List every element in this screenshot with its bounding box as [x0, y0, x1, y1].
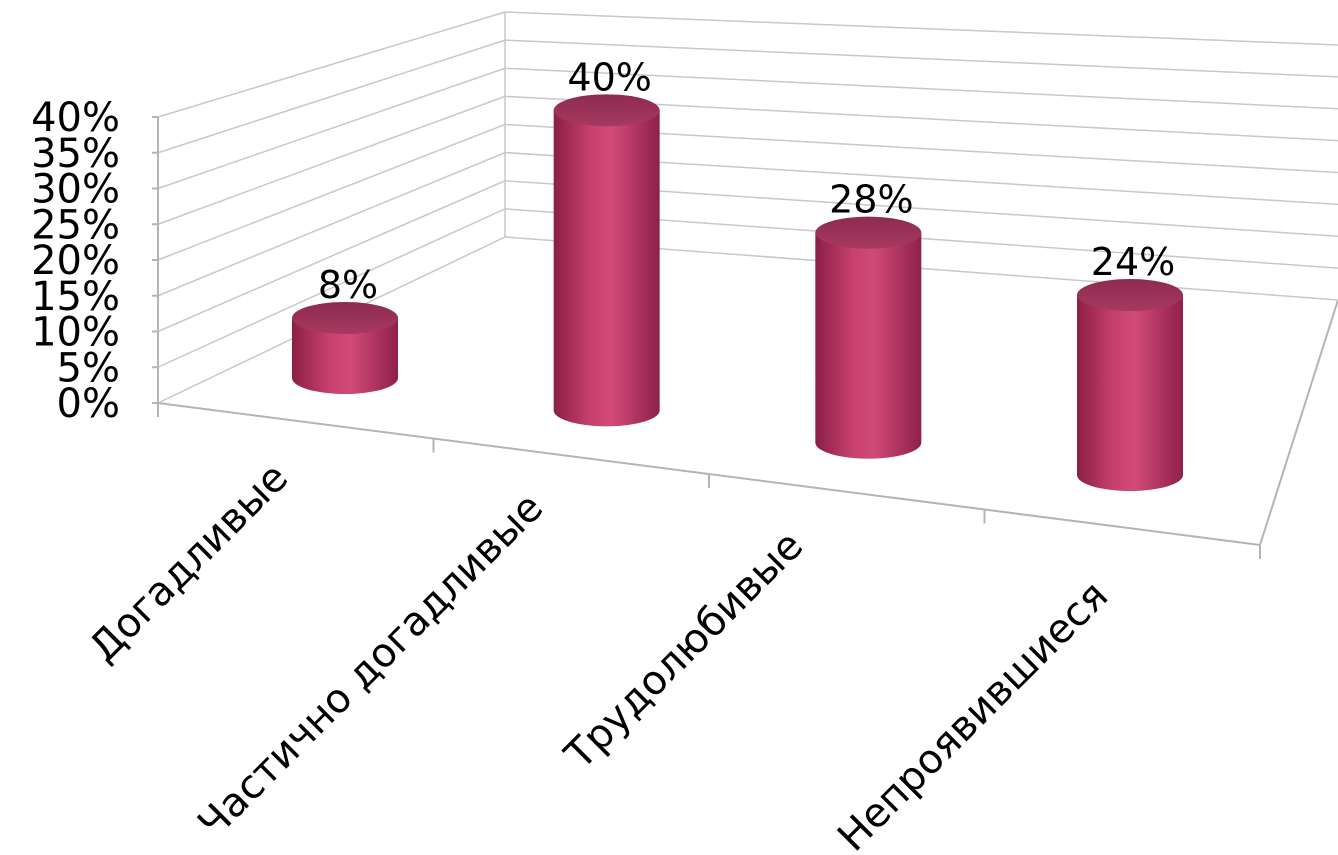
bar: [553, 94, 660, 427]
bar: [292, 302, 398, 394]
x-axis-ticks: [157, 403, 1261, 559]
bars: [292, 94, 1183, 491]
gridline: [157, 67, 1338, 190]
y-tick-label: 20%: [31, 238, 120, 284]
y-axis-ticks: 0%5%10%15%20%25%30%35%40%: [31, 95, 158, 427]
bar-top: [553, 94, 660, 127]
y-tick-label: 0%: [57, 381, 120, 427]
y-tick-label: 40%: [31, 95, 120, 141]
bar-top: [1077, 279, 1183, 311]
bar-top: [292, 302, 398, 334]
category-label: Трудолюбивые: [556, 523, 812, 779]
bar: [1077, 279, 1183, 491]
gridline: [157, 39, 1338, 154]
gridlines: [157, 11, 1338, 404]
bar-body: [815, 232, 922, 459]
y-tick-label: 10%: [31, 310, 120, 356]
category-label: Непроявившиеся: [829, 573, 1117, 855]
bar-body: [1077, 295, 1183, 491]
y-tick-label: 5%: [57, 345, 120, 391]
data-label: 40%: [567, 55, 651, 99]
y-tick-label: 25%: [31, 202, 120, 248]
category-label: Догадливые: [81, 455, 298, 672]
data-labels: 8% 40% 28% 24%: [318, 55, 1175, 307]
bar-body: [553, 110, 660, 427]
floor-right-edge: [1259, 299, 1338, 546]
gridline: [157, 95, 1338, 225]
data-label: 8%: [318, 263, 378, 307]
data-label: 24%: [1091, 240, 1175, 284]
bar-top: [815, 216, 922, 249]
y-tick-label: 35%: [31, 131, 120, 177]
y-tick-label: 30%: [31, 167, 120, 213]
bar-body: [292, 318, 398, 394]
y-tick-label: 15%: [31, 274, 120, 320]
bar: [815, 216, 922, 459]
gridline: [157, 11, 1338, 118]
data-label: 28%: [829, 178, 913, 222]
